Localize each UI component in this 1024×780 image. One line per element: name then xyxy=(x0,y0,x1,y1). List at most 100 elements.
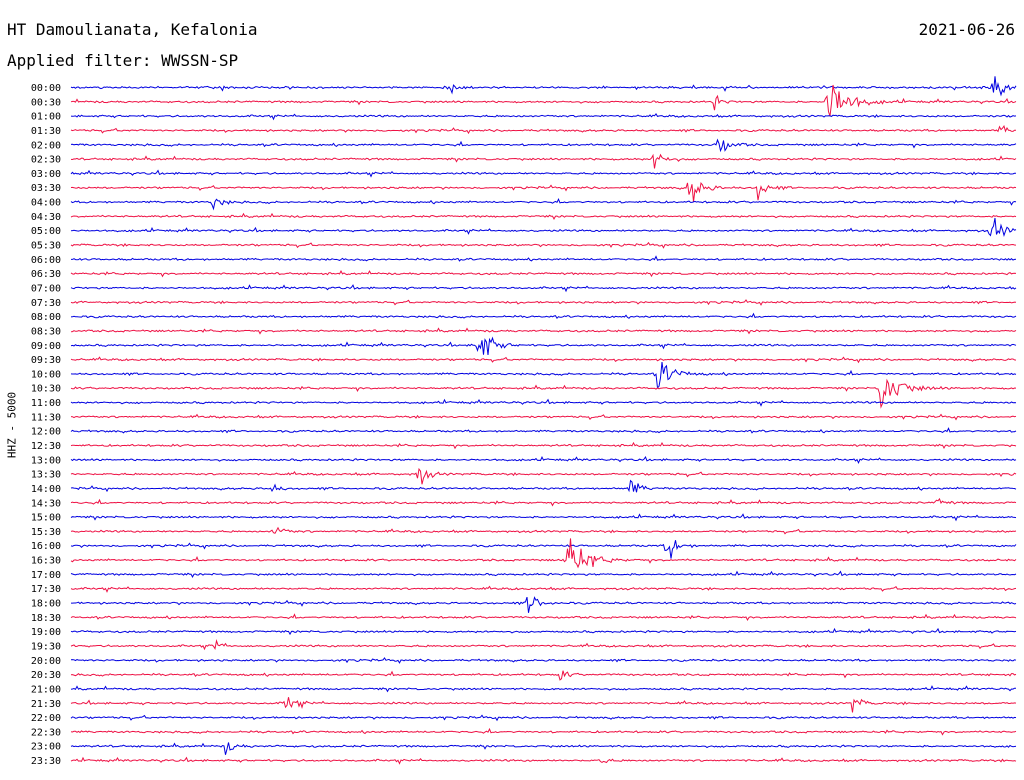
row-label: 08:00 xyxy=(31,312,61,323)
trace-1830 xyxy=(70,613,1017,622)
row-label: 18:30 xyxy=(31,613,61,624)
trace-2230 xyxy=(70,727,1017,736)
row-label: 16:30 xyxy=(31,556,61,567)
trace-0200 xyxy=(70,138,1017,153)
trace-0930 xyxy=(70,356,1017,364)
row-label: 15:30 xyxy=(31,527,61,538)
row-label: 00:30 xyxy=(31,97,61,108)
row-label: 02:30 xyxy=(31,155,61,166)
row-label: 08:30 xyxy=(31,326,61,337)
record-date: 2021-06-26 xyxy=(918,20,1015,39)
trace-0800 xyxy=(70,312,1017,320)
trace-0430 xyxy=(70,212,1017,220)
row-label: 11:30 xyxy=(31,412,61,423)
trace-0400 xyxy=(70,197,1017,211)
row-label: 05:00 xyxy=(31,226,61,237)
trace-0130 xyxy=(70,124,1016,135)
row-label: 12:00 xyxy=(31,427,61,438)
row-label: 05:30 xyxy=(31,241,61,252)
row-label: 07:00 xyxy=(31,283,61,294)
trace-2130 xyxy=(70,697,1017,713)
row-label: 23:00 xyxy=(31,742,61,753)
trace-0630 xyxy=(70,270,1017,278)
row-label: 04:00 xyxy=(31,198,61,209)
trace-0900 xyxy=(70,336,1017,356)
row-label: 06:30 xyxy=(31,269,61,280)
row-label: 02:00 xyxy=(31,140,61,151)
row-label: 18:00 xyxy=(31,599,61,610)
trace-0700 xyxy=(70,284,1017,293)
row-label: 03:30 xyxy=(31,183,61,194)
trace-1400 xyxy=(70,479,1017,493)
trace-0530 xyxy=(70,241,1017,249)
trace-2100 xyxy=(70,685,1017,693)
trace-2300 xyxy=(70,742,1017,755)
trace-1430 xyxy=(70,497,1017,507)
trace-0000 xyxy=(70,76,1017,97)
trace-1530 xyxy=(70,526,1017,535)
row-label: 09:30 xyxy=(31,355,61,366)
row-label: 19:30 xyxy=(31,641,61,652)
trace-1000 xyxy=(70,362,1017,390)
row-label: 06:00 xyxy=(31,255,61,266)
row-label: 11:00 xyxy=(31,398,61,409)
trace-2030 xyxy=(70,670,1017,681)
trace-0500 xyxy=(70,217,1017,237)
trace-1630 xyxy=(70,538,1017,569)
trace-2000 xyxy=(70,657,1017,664)
trace-0600 xyxy=(71,255,1017,262)
trace-1330 xyxy=(70,467,1017,485)
row-label: 17:30 xyxy=(31,584,61,595)
row-label: 14:30 xyxy=(31,498,61,509)
row-label: 00:00 xyxy=(31,83,61,94)
row-label: 10:30 xyxy=(31,384,61,395)
trace-1030 xyxy=(70,378,1017,409)
trace-1930 xyxy=(70,639,1017,651)
trace-0330 xyxy=(70,181,1017,202)
trace-1800 xyxy=(71,596,1017,613)
trace-1300 xyxy=(70,455,1017,465)
row-label: 14:00 xyxy=(31,484,61,495)
row-label: 21:00 xyxy=(31,684,61,695)
trace-1200 xyxy=(70,427,1017,434)
trace-1230 xyxy=(70,441,1017,450)
row-label: 23:30 xyxy=(31,756,61,767)
row-label: 13:00 xyxy=(31,455,61,466)
row-label: 16:00 xyxy=(31,541,61,552)
row-labels: 00:00 00:30 01:00 01:30 02:00 02:30 03:00 03:30… xyxy=(31,83,61,767)
row-label: 12:30 xyxy=(31,441,61,452)
trace-1130 xyxy=(70,413,1017,421)
trace-2330 xyxy=(70,756,1017,765)
trace-0300 xyxy=(70,169,1017,178)
row-label: 01:30 xyxy=(31,126,61,137)
trace-0030 xyxy=(70,84,1017,117)
row-label: 21:30 xyxy=(31,699,61,710)
row-label: 13:30 xyxy=(31,470,61,481)
trace-1900 xyxy=(70,627,1017,636)
row-label: 10:00 xyxy=(31,369,61,380)
row-label: 22:00 xyxy=(31,713,61,724)
row-label: 07:30 xyxy=(31,298,61,309)
row-label: 04:30 xyxy=(31,212,61,223)
row-label: 20:30 xyxy=(31,670,61,681)
trace-1100 xyxy=(70,398,1017,407)
row-label: 15:00 xyxy=(31,513,61,524)
trace-1730 xyxy=(70,585,1017,593)
row-label: 20:00 xyxy=(31,656,61,667)
trace-1500 xyxy=(70,513,1017,522)
trace-2200 xyxy=(70,714,1017,722)
row-label: 03:00 xyxy=(31,169,61,180)
row-label: 19:00 xyxy=(31,627,61,638)
row-label: 17:00 xyxy=(31,570,61,581)
row-label: 01:00 xyxy=(31,112,61,123)
trace-0830 xyxy=(70,327,1017,335)
trace-0230 xyxy=(70,153,1017,169)
filter-label: Applied filter: WWSSN-SP xyxy=(7,51,239,70)
trace-0100 xyxy=(70,113,1017,121)
trace-1600 xyxy=(70,540,1017,559)
seismic-traces xyxy=(70,76,1017,765)
trace-1700 xyxy=(70,570,1017,578)
row-label: 22:30 xyxy=(31,727,61,738)
trace-0730 xyxy=(70,299,1017,306)
